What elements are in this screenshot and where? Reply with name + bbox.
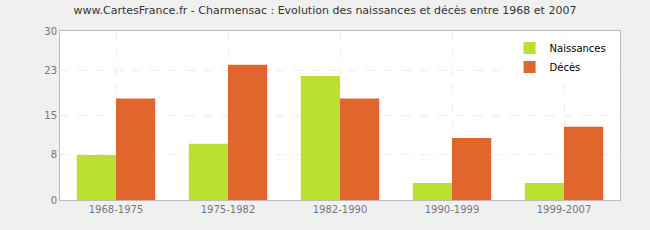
svg-text:Décès: Décès xyxy=(550,62,581,73)
svg-text:23: 23 xyxy=(44,65,57,76)
svg-text:1975-1982: 1975-1982 xyxy=(201,204,256,215)
svg-text:8: 8 xyxy=(51,149,57,160)
svg-text:1990-1999: 1990-1999 xyxy=(425,204,480,215)
svg-text:1968-1975: 1968-1975 xyxy=(89,204,144,215)
svg-text:30: 30 xyxy=(44,26,57,37)
svg-text:1982-1990: 1982-1990 xyxy=(313,204,368,215)
svg-text:15: 15 xyxy=(44,110,57,121)
svg-text:1999-2007: 1999-2007 xyxy=(537,204,592,215)
svg-text:Naissances: Naissances xyxy=(550,43,606,54)
svg-text:0: 0 xyxy=(51,195,57,206)
svg-text:www.CartesFrance.fr - Charmens: www.CartesFrance.fr - Charmensac : Evolu… xyxy=(74,4,577,17)
